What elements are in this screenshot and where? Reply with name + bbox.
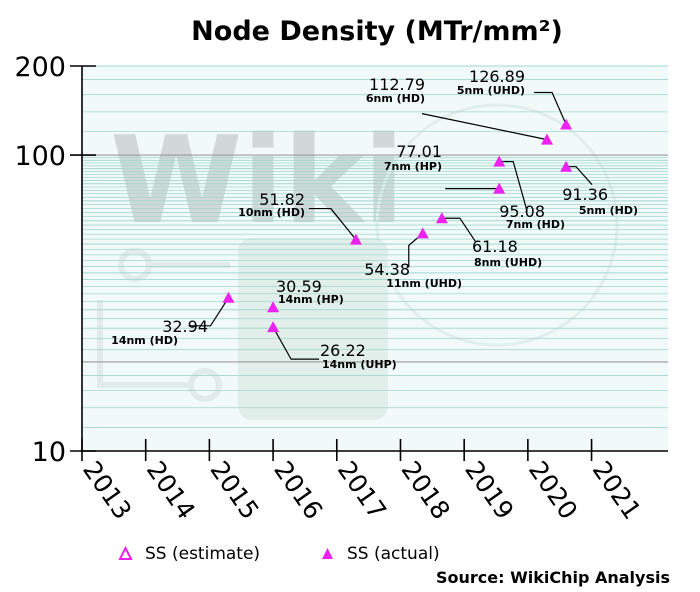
data-point-marker <box>222 291 235 303</box>
leader-line <box>188 297 230 327</box>
leader-line <box>272 326 320 360</box>
x-tick-label: 2020 <box>523 456 583 525</box>
data-point-value-label: 95.08 <box>499 202 545 221</box>
y-tick-label: 100 <box>14 141 66 172</box>
watermark: Wiki <box>97 103 619 420</box>
data-point-marker <box>416 227 429 239</box>
data-point-node-label: 6nm (HD) <box>366 92 425 105</box>
x-tick-label: 2019 <box>459 456 519 525</box>
data-point-value-label: 51.82 <box>259 190 305 209</box>
data-point-node-label: 14nm (UHP) <box>322 358 397 371</box>
data-point-marker <box>267 321 280 333</box>
x-tick-label: 2014 <box>141 456 201 525</box>
leader-line <box>308 207 357 240</box>
legend-label-estimate: SS (estimate) <box>145 544 260 564</box>
leader-line <box>534 91 567 125</box>
data-point-marker <box>435 212 448 224</box>
legend-marker-estimate <box>118 545 133 560</box>
data-point-node-label: 14nm (HP) <box>278 293 344 306</box>
data-point-marker <box>560 160 573 172</box>
x-tick-label: 2017 <box>332 456 392 525</box>
data-point-value-label: 32.94 <box>162 317 208 336</box>
data-point-node-label: 11nm (UHD) <box>386 277 462 290</box>
x-tick-label: 2018 <box>396 456 456 525</box>
source-note: Source: WikiChip Analysis <box>436 568 670 587</box>
data-point-value-label: 112.79 <box>369 75 425 94</box>
data-point-value-label: 61.18 <box>472 237 518 256</box>
y-tick-label: 10 <box>32 437 66 468</box>
data-point-value-label: 26.22 <box>320 341 366 360</box>
leader-line <box>441 217 477 243</box>
leader-line <box>499 160 528 212</box>
legend-marker-actual <box>322 548 333 559</box>
x-tick-label: 2015 <box>204 456 264 525</box>
data-point-value-label: 126.89 <box>469 67 525 86</box>
x-tick-label: 2016 <box>268 456 328 525</box>
data-point-value-label: 77.01 <box>396 142 442 161</box>
data-point-node-label: 8nm (UHD) <box>474 256 542 269</box>
data-point-node-label: 5nm (HD) <box>579 204 638 217</box>
data-point-value-label: 91.36 <box>562 185 608 204</box>
data-point-marker <box>493 155 506 167</box>
legend: SS (estimate) SS (actual) <box>118 544 440 564</box>
data-point-node-label: 7nm (HD) <box>506 218 565 231</box>
grid <box>81 65 668 452</box>
leader-line <box>566 166 593 186</box>
data-point-node-label: 7nm (HP) <box>384 160 442 173</box>
plot-background <box>82 66 668 451</box>
data-point-marker <box>540 133 553 145</box>
svg-text:Wiki: Wiki <box>110 112 404 251</box>
y-tick-label: 200 <box>14 52 66 83</box>
data-point-value-label: 30.59 <box>276 277 322 296</box>
legend-label-actual: SS (actual) <box>347 544 440 564</box>
x-tick-label: 2013 <box>77 456 137 525</box>
data-point-node-label: 10nm (HD) <box>238 206 305 219</box>
x-axis-ticks: 2013 2014 2015 2016 2017 2018 2019 2020 2021 <box>77 439 647 525</box>
data-point-value-label: 54.38 <box>364 260 410 279</box>
data-point-node-label: 14nm (HD) <box>111 334 178 347</box>
leader-line <box>421 113 548 141</box>
chart-title: Node Density (MTr/mm²) <box>191 16 563 47</box>
x-tick-label: 2021 <box>587 456 647 525</box>
data-point-marker <box>267 301 280 313</box>
y-axis-ticks: 10 100 200 <box>14 52 96 468</box>
data-point-marker <box>493 182 506 194</box>
data-point-node-label: 5nm (UHD) <box>457 84 525 97</box>
data-point-marker <box>560 118 573 130</box>
data-point-marker <box>349 233 362 245</box>
